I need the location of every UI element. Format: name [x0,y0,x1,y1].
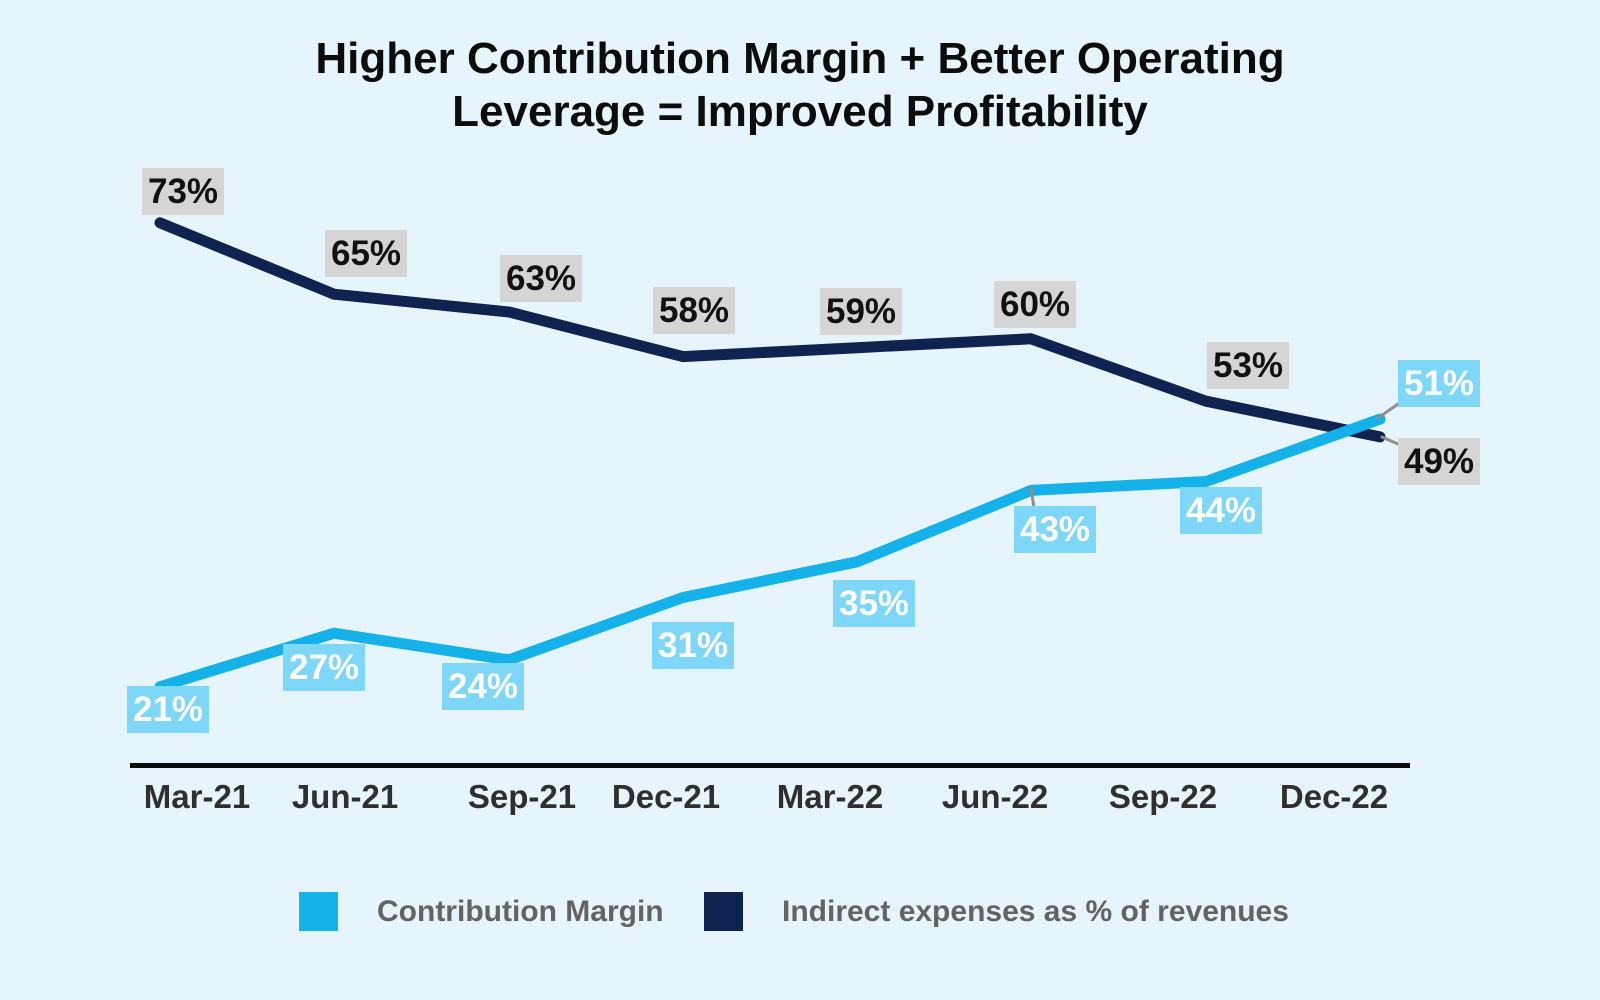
x-tick-jun-22: Jun-22 [941,778,1049,815]
legend-label-indirect-expenses: Indirect expenses as % of revenues [782,894,1289,928]
data-label-indirect-expenses-sep-21: 63% [500,255,583,303]
legend-item-contribution-margin: Contribution Margin [299,892,664,931]
chart-title-line-2: Leverage = Improved Profitability [452,86,1148,136]
legend-swatch-contribution-margin [299,892,338,931]
legend-label-contribution-margin: Contribution Margin [377,894,664,928]
data-label-indirect-expenses-mar-22: 59% [820,288,903,336]
chart-title-line-1: Higher Contribution Margin + Better Oper… [315,34,1285,83]
leader-line [1380,435,1400,446]
data-label-contribution-margin-jun-22: 43% [1014,506,1097,554]
data-label-indirect-expenses-jun-21: 65% [325,230,408,278]
x-tick-sep-22: Sep-22 [1108,778,1218,815]
legend-item-indirect-expenses: Indirect expenses as % of revenues [704,892,1289,931]
line-contribution-margin [154,413,1386,693]
leader-line [1376,402,1400,420]
data-label-indirect-expenses-dec-21: 58% [653,287,736,335]
data-label-indirect-expenses-sep-22: 53% [1207,342,1290,390]
x-tick-jun-21: Jun-21 [291,778,399,815]
x-tick-dec-22: Dec-22 [1279,778,1389,815]
data-label-contribution-margin-sep-21: 24% [442,663,525,711]
data-label-contribution-margin-dec-22: 51% [1398,360,1481,408]
leader-line [1029,486,1036,510]
data-label-indirect-expenses-dec-22: 49% [1398,438,1481,486]
data-label-contribution-margin-jun-21: 27% [283,644,366,692]
line-indirect-expenses [154,217,1386,443]
data-label-indirect-expenses-jun-22: 60% [994,281,1077,329]
data-label-contribution-margin-dec-21: 31% [652,622,735,670]
x-tick-dec-21: Dec-21 [611,778,721,815]
legend-swatch-indirect-expenses [704,892,743,931]
data-label-contribution-margin-mar-22: 35% [833,580,916,628]
chart-title: Higher Contribution Margin + Better Oper… [0,33,1600,139]
data-label-contribution-margin-sep-22: 44% [1180,487,1263,535]
x-tick-mar-21: Mar-21 [143,778,251,815]
x-tick-mar-22: Mar-22 [776,778,884,815]
data-label-indirect-expenses-mar-21: 73% [142,168,225,216]
x-tick-sep-21: Sep-21 [467,778,577,815]
data-label-contribution-margin-mar-21: 21% [127,686,210,734]
